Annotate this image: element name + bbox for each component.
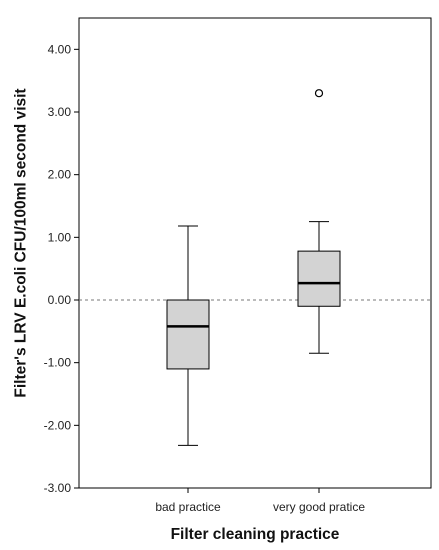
x-category-label: bad practice (155, 500, 221, 514)
y-tick-label: 1.00 (48, 230, 72, 244)
plot-frame (78, 17, 432, 489)
y-axis-title: Filter's LRV E.coli CFU/100ml second vis… (12, 88, 29, 397)
x-category-label: very good pratice (273, 500, 365, 514)
marks-layer (166, 89, 341, 446)
iqr-box (297, 250, 341, 307)
box-group (297, 89, 341, 354)
iqr-box (166, 299, 210, 370)
y-tick-label: -3.00 (44, 481, 72, 495)
axes-layer: -3.00 -2.00 -1.00 0.00 1.00 2.00 3.00 4.00 bad p… (44, 17, 432, 514)
box-group (166, 225, 210, 446)
outlier-point (314, 89, 324, 98)
labels-layer: Filter cleaning practice Filter's LRV E.… (12, 88, 339, 543)
y-tick-label: 4.00 (48, 42, 72, 56)
y-tick-label: 0.00 (48, 293, 72, 307)
x-axis-title: Filter cleaning practice (171, 526, 340, 543)
y-tick-label: 2.00 (48, 168, 72, 182)
y-tick-label: 3.00 (48, 105, 72, 119)
y-tick-label: -2.00 (44, 418, 72, 432)
y-tick-label: -1.00 (44, 356, 72, 370)
